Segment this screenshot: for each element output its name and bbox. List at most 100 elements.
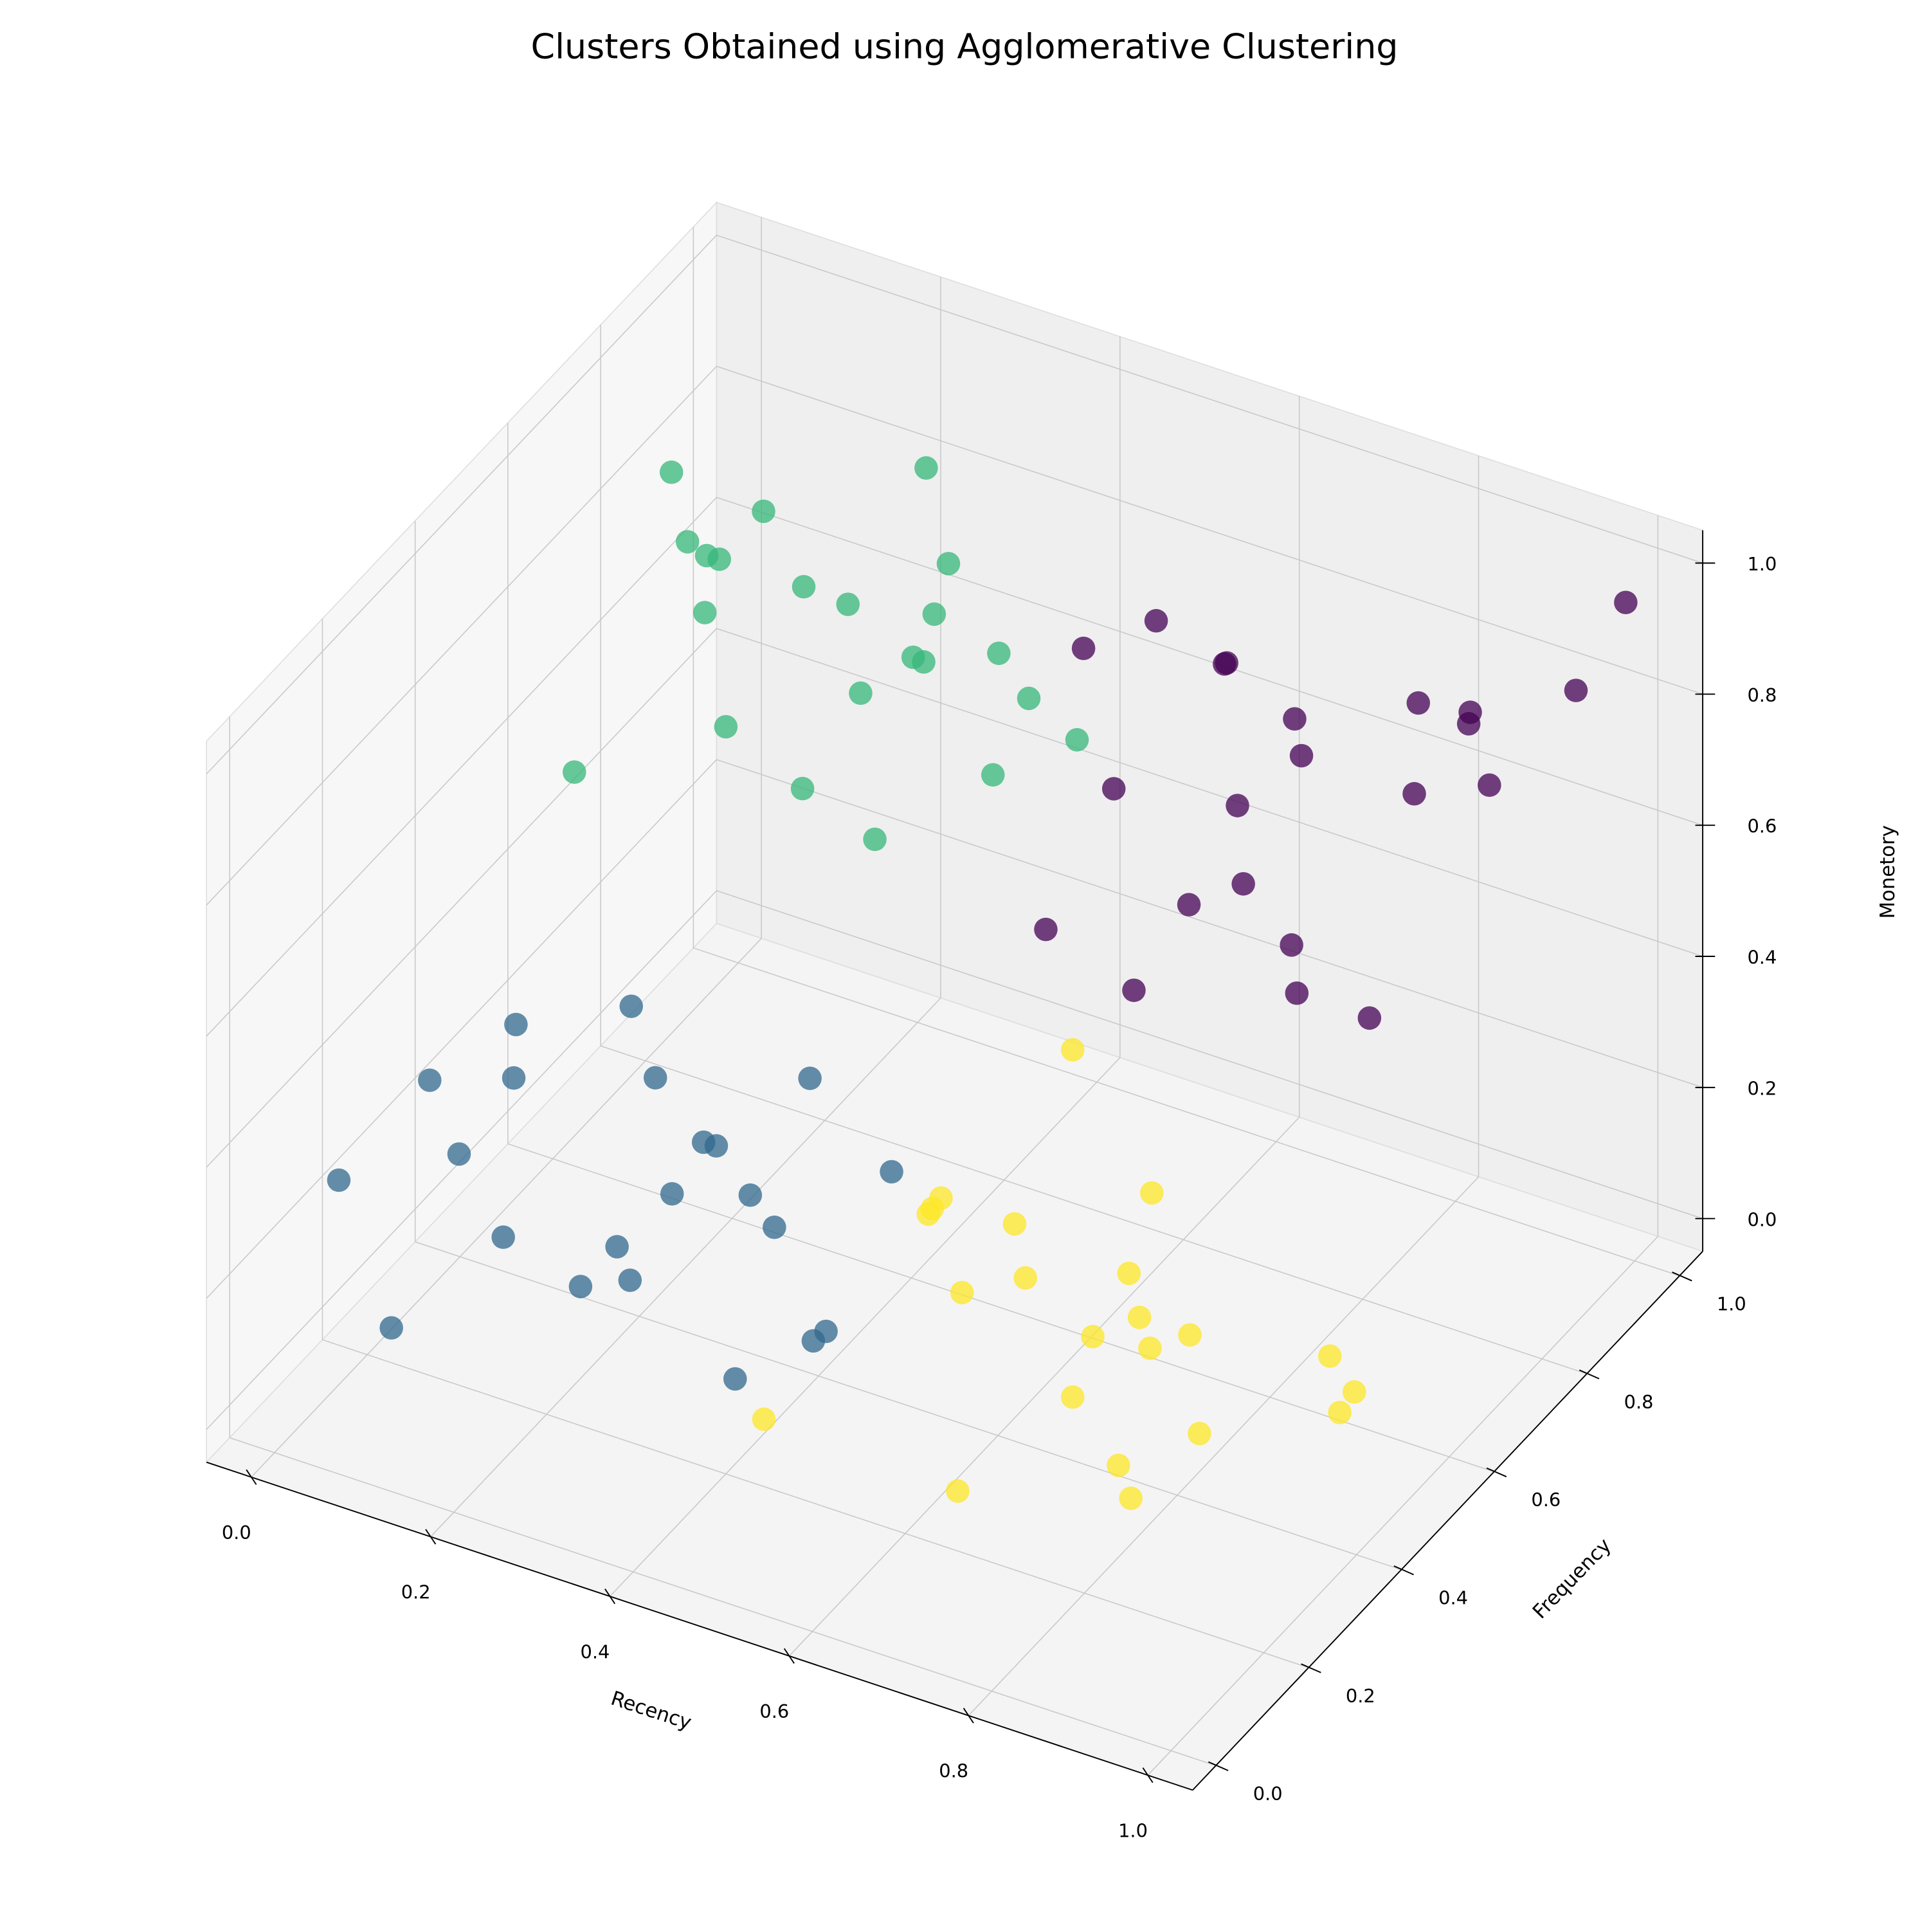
grid-line: [788, 1116, 1300, 1657]
grid-line: [716, 628, 1703, 957]
z-tick-label: 0.2: [1747, 1077, 1777, 1099]
grid-line: [251, 938, 762, 1478]
scatter-point: [1034, 917, 1058, 942]
scatter-point: [691, 1130, 716, 1154]
x-tick-label: 0.4: [581, 1641, 610, 1663]
scatter-point: [1107, 1454, 1130, 1477]
x-tick: [783, 1648, 795, 1664]
y-tick: [1486, 1467, 1507, 1477]
scatter-point: [1289, 743, 1314, 768]
grid-line: [716, 759, 1703, 1088]
grid-line: [716, 365, 1703, 695]
scatter-point: [752, 1407, 776, 1432]
scatter-point: [1061, 1385, 1085, 1409]
scatter-point: [714, 715, 738, 739]
grid-line: [609, 1057, 1121, 1597]
scatter-point: [1061, 1038, 1085, 1062]
grid-line: [206, 365, 717, 906]
y-tick: [1208, 1761, 1229, 1771]
x-tick-label: 0.8: [939, 1760, 968, 1782]
scatter-point: [1226, 794, 1249, 817]
z-tick-label: 1.0: [1747, 553, 1777, 575]
grid-line: [1147, 1235, 1658, 1776]
scatter-point: [912, 650, 936, 674]
scatter-point: [1017, 686, 1041, 711]
scatter-point: [849, 681, 873, 706]
chart-title: Clusters Obtained using Agglomerative Cl…: [531, 26, 1399, 66]
grid-line: [430, 998, 941, 1537]
scatter-point: [1215, 651, 1238, 675]
y-tick-label: 0.8: [1624, 1391, 1654, 1413]
x-tick: [246, 1469, 257, 1485]
grid-line: [600, 1045, 1588, 1374]
scatter-point: [936, 552, 961, 576]
y-axis-line: [1192, 1251, 1703, 1791]
scatter-point: [1285, 981, 1309, 1005]
x-tick: [604, 1589, 616, 1605]
scatter-point: [981, 763, 1005, 787]
y-tick-label: 0.4: [1438, 1587, 1468, 1609]
scatter-point: [1478, 773, 1501, 797]
z-tick-label: 0.4: [1747, 947, 1777, 969]
scatter-point: [1013, 1266, 1037, 1290]
scatter-point: [1614, 590, 1638, 614]
scatter-point: [619, 994, 643, 1018]
grid-line: [229, 1437, 1217, 1767]
scatter-point: [675, 530, 700, 554]
y-tick: [1393, 1565, 1414, 1576]
y-tick: [1579, 1369, 1600, 1380]
scatter-point: [1144, 608, 1168, 633]
x-tick: [963, 1708, 974, 1724]
scatter-point: [418, 1068, 442, 1092]
scatter-point: [618, 1268, 642, 1292]
scatter-point: [950, 1280, 974, 1305]
scatter-point: [1117, 1261, 1141, 1286]
scatter-point: [1456, 712, 1481, 736]
scatter-point: [1065, 728, 1089, 752]
scatter-point: [1342, 1380, 1366, 1404]
scatter-point: [568, 1275, 593, 1299]
z-tick-label: 0.6: [1747, 816, 1777, 837]
scatter-point: [987, 641, 1011, 666]
scatter-point: [1328, 1401, 1352, 1425]
y-tick-label: 0.0: [1253, 1783, 1283, 1805]
y-tick-label: 0.6: [1531, 1489, 1561, 1511]
scatter-point: [1140, 1181, 1164, 1205]
scatter-point: [1231, 872, 1255, 896]
scatter-point: [605, 1235, 629, 1259]
scatter-point: [1071, 636, 1096, 661]
scatter-point: [792, 575, 816, 599]
scatter-point: [1081, 1324, 1105, 1349]
scatter-point: [738, 1183, 763, 1207]
scatter-point: [1127, 1306, 1152, 1329]
scatter-point: [504, 1012, 528, 1037]
scatter-point: [1357, 1006, 1382, 1030]
grid-line: [716, 497, 1703, 826]
scatter-point: [502, 1066, 526, 1090]
scatter-point: [660, 1181, 684, 1206]
x-tick-label: 1.0: [1118, 1819, 1148, 1841]
scatter-point: [1283, 707, 1307, 731]
scatter-point: [798, 1066, 822, 1090]
z-axis-label: Monetory: [1876, 825, 1899, 918]
scatter-point: [763, 1215, 786, 1239]
z-tick-label: 0.8: [1747, 684, 1777, 706]
y-tick-label: 0.2: [1346, 1685, 1375, 1707]
scatter-point: [1318, 1344, 1342, 1368]
x-tick-label: 0.6: [759, 1700, 789, 1722]
x-tick: [425, 1529, 437, 1545]
y-tick: [1301, 1663, 1321, 1673]
scatter-point: [491, 1225, 515, 1249]
scatter-point: [327, 1168, 351, 1192]
scatter-point: [922, 602, 946, 626]
scatter-point: [1138, 1336, 1162, 1360]
scatter-point: [1280, 933, 1303, 957]
scatter-point: [914, 456, 938, 480]
scatter-point: [447, 1142, 471, 1166]
scatter-point: [1402, 781, 1426, 806]
scatter-point: [1101, 777, 1126, 801]
scatter-point: [836, 592, 860, 616]
grid-line: [968, 1176, 1480, 1717]
scatter-point: [1119, 1486, 1143, 1510]
